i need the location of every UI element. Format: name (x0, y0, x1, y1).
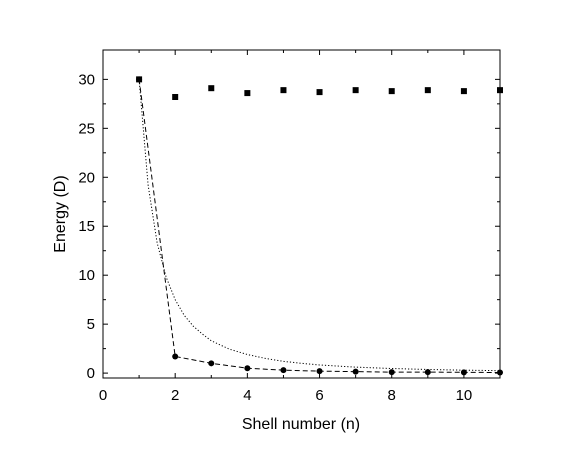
series-2-line (138, 79, 501, 372)
circle-marker (244, 365, 251, 372)
x-tick-label: 0 (99, 387, 107, 404)
y-tick-label: 5 (87, 316, 95, 333)
square-marker (244, 90, 251, 97)
square-marker (352, 87, 359, 94)
square-marker (424, 87, 431, 94)
circle-marker (424, 369, 431, 376)
y-tick-label: 25 (78, 120, 95, 137)
x-tick-label: 6 (315, 387, 323, 404)
x-tick-label: 4 (243, 387, 251, 404)
square-marker (280, 87, 287, 94)
square-marker (460, 88, 467, 95)
square-marker (497, 87, 503, 94)
x-tick-label: 2 (171, 387, 179, 404)
x-tick-label: 8 (388, 387, 396, 404)
circle-marker (172, 353, 179, 360)
axes: 0 2 4 6 8 10 0 5 10 15 20 25 30 (78, 50, 501, 404)
y-tick-label: 10 (78, 267, 95, 284)
square-marker (388, 88, 395, 95)
y-tick-label: 0 (87, 365, 95, 382)
plot-frame (102, 49, 501, 379)
y-axis-title: Energy (D) (52, 175, 69, 252)
y-tick-label: 20 (78, 169, 95, 186)
circle-marker (460, 369, 467, 376)
y-tick-label: 30 (78, 71, 95, 88)
square-marker (208, 85, 215, 92)
square-marker (172, 93, 179, 100)
circle-marker (316, 368, 323, 375)
circle-marker (388, 369, 395, 376)
series-group (136, 76, 503, 376)
x-tick-label: 10 (456, 387, 473, 404)
square-marker (316, 89, 323, 96)
circle-marker (208, 360, 215, 367)
circle-marker (352, 368, 359, 375)
circle-marker (280, 367, 287, 374)
series-1-line (138, 79, 501, 374)
x-axis-title: Shell number (n) (242, 416, 360, 433)
y-tick-label: 15 (78, 218, 95, 235)
